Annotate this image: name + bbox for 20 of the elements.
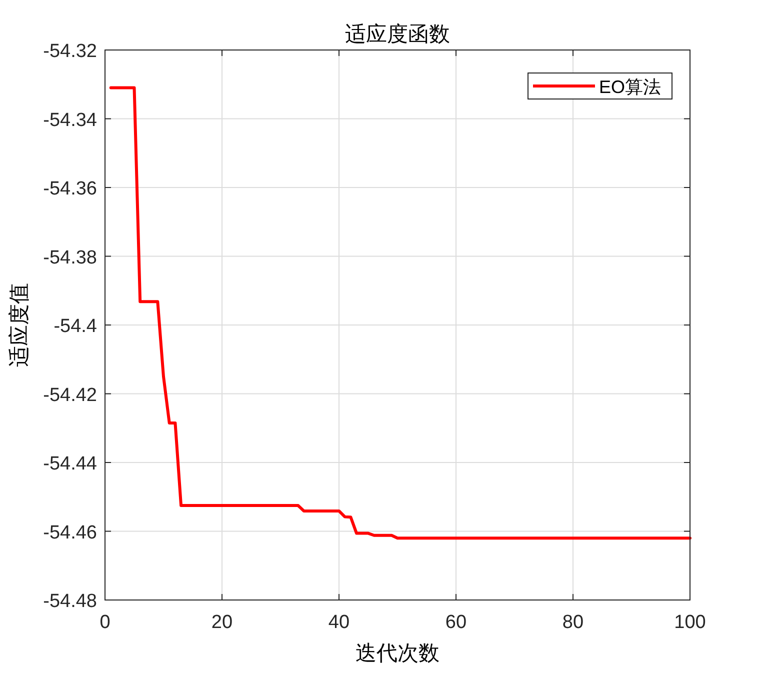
x-tick-label: 40 bbox=[328, 612, 350, 633]
chart-title: 适应度函数 bbox=[345, 22, 450, 46]
x-tick-label: 0 bbox=[100, 612, 110, 633]
y-tick-label: -54.34 bbox=[43, 110, 98, 131]
legend: EO算法 bbox=[528, 72, 672, 100]
legend-label: EO算法 bbox=[599, 77, 662, 97]
x-tick-label: 60 bbox=[445, 612, 467, 633]
y-tick-label: -54.36 bbox=[43, 178, 97, 200]
y-axis-title: 适应度值 bbox=[7, 283, 31, 367]
y-tick-label: -54.38 bbox=[43, 247, 97, 268]
y-tick-label: -54.44 bbox=[43, 454, 98, 474]
y-tick-label: -54.42 bbox=[43, 384, 97, 406]
y-tick-label: -54.4 bbox=[54, 316, 98, 337]
x-axis-title: 迭代次数 bbox=[356, 641, 440, 665]
x-tick-label: 100 bbox=[674, 612, 706, 633]
y-tick-label: -54.48 bbox=[43, 591, 97, 612]
y-tick-label: -54.46 bbox=[43, 522, 97, 544]
y-tick-label: -54.32 bbox=[43, 41, 97, 62]
x-tick-label: 20 bbox=[211, 612, 233, 633]
x-tick-label: 80 bbox=[562, 612, 584, 633]
